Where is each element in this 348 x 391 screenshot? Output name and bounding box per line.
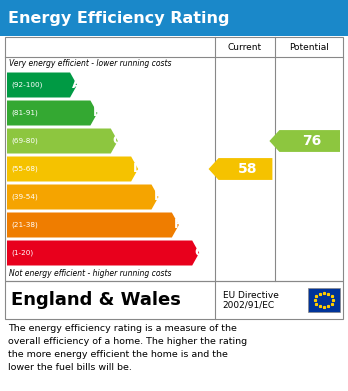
Text: Current: Current [228, 43, 262, 52]
Text: Not energy efficient - higher running costs: Not energy efficient - higher running co… [9, 269, 172, 278]
Text: B: B [93, 106, 102, 120]
Text: (55-68): (55-68) [11, 166, 38, 172]
Text: (1-20): (1-20) [11, 250, 33, 256]
Polygon shape [269, 130, 340, 152]
Text: Potential: Potential [289, 43, 329, 52]
Text: F: F [174, 219, 182, 231]
Bar [308, 288, 340, 312]
Text: The energy efficiency rating is a measure of the
overall efficiency of a home. T: The energy efficiency rating is a measur… [8, 324, 247, 371]
Polygon shape [7, 212, 179, 237]
Text: A: A [72, 79, 82, 91]
Text: (39-54): (39-54) [11, 194, 38, 200]
Text: G: G [194, 246, 205, 260]
Polygon shape [7, 129, 118, 154]
Text: D: D [133, 163, 143, 176]
Text: 2002/91/EC: 2002/91/EC [223, 301, 275, 310]
Text: England & Wales: England & Wales [11, 291, 181, 309]
Polygon shape [7, 185, 158, 210]
Polygon shape [7, 240, 199, 265]
Polygon shape [208, 158, 272, 180]
Polygon shape [7, 100, 97, 126]
Bar [0, 0, 348, 36]
Text: (69-80): (69-80) [11, 138, 38, 144]
Text: E: E [153, 190, 162, 203]
Text: 76: 76 [302, 134, 321, 148]
Polygon shape [7, 156, 138, 181]
Text: EU Directive: EU Directive [223, 291, 278, 300]
Bar [5, 281, 343, 319]
Polygon shape [7, 72, 77, 97]
Text: C: C [113, 135, 122, 147]
Bar [5, 37, 343, 281]
Text: (92-100): (92-100) [11, 82, 42, 88]
Text: Energy Efficiency Rating: Energy Efficiency Rating [8, 11, 229, 25]
Text: Very energy efficient - lower running costs: Very energy efficient - lower running co… [9, 59, 172, 68]
Text: (81-91): (81-91) [11, 110, 38, 116]
Text: 58: 58 [238, 162, 257, 176]
Text: (21-38): (21-38) [11, 222, 38, 228]
